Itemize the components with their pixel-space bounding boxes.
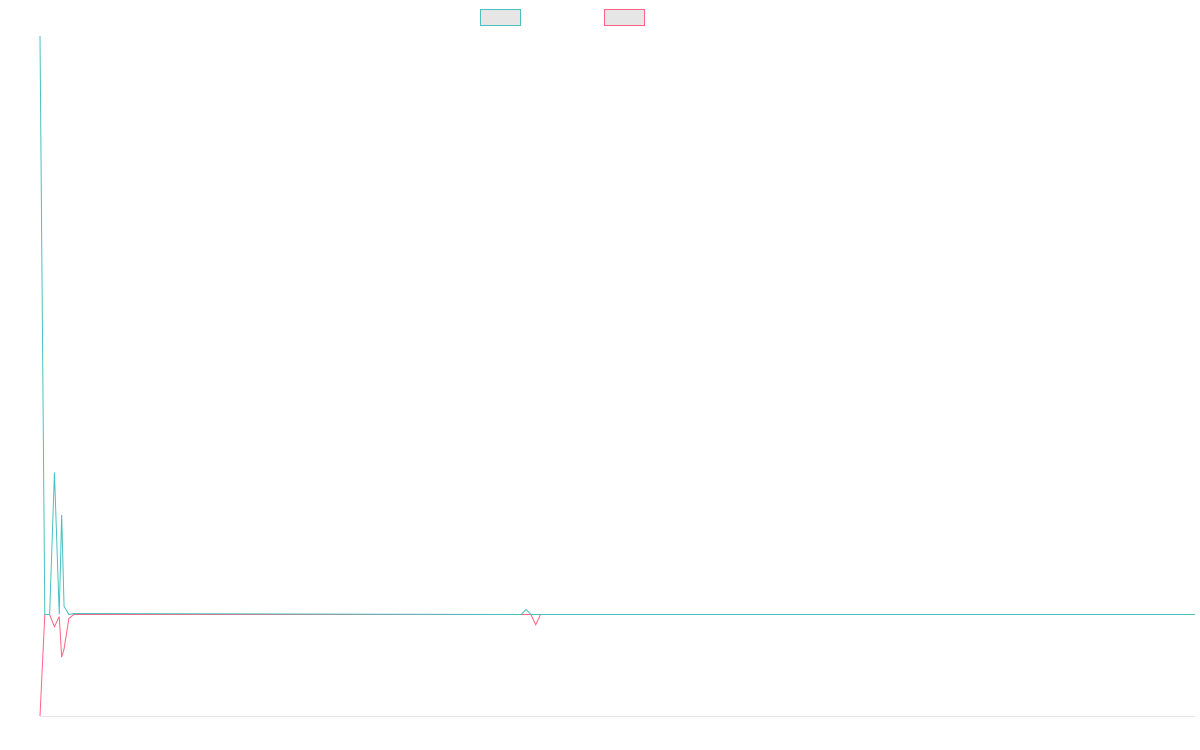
series-line-2: [39, 614, 1195, 717]
plot-area: [39, 35, 1195, 717]
legend[interactable]: [480, 9, 645, 26]
legend-swatch-series-1[interactable]: [480, 9, 521, 26]
legend-swatch-series-2[interactable]: [604, 9, 645, 26]
series-line-1: [39, 35, 1195, 616]
